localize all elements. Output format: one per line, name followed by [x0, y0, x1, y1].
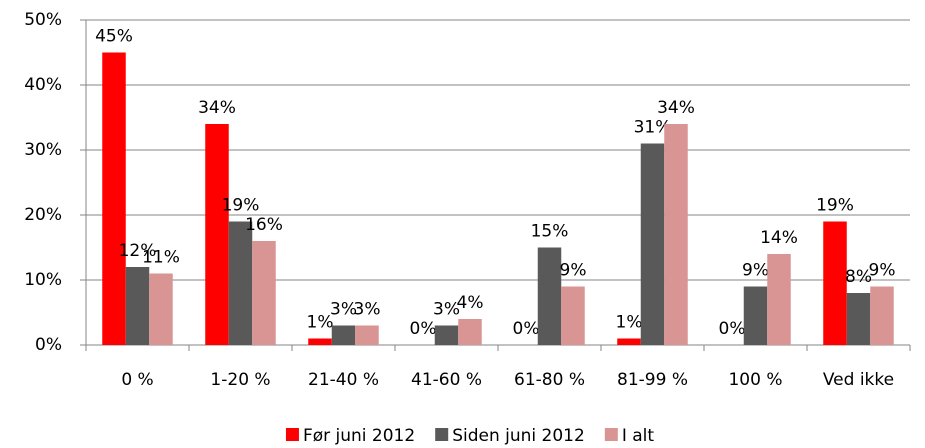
x-tick-label: 81-99 % [617, 370, 688, 390]
bar [640, 143, 665, 345]
bar [458, 319, 482, 345]
bar [664, 124, 688, 345]
value-label: 9% [742, 261, 769, 281]
x-tick-label: 61-80 % [514, 370, 585, 390]
bar [617, 338, 641, 345]
bar [252, 241, 276, 345]
value-label: 0% [410, 319, 437, 339]
value-label: 15% [531, 222, 569, 242]
value-label: 34% [198, 98, 236, 118]
value-label: 16% [245, 215, 283, 235]
y-tick-label: 40% [24, 75, 62, 95]
value-label: 19% [816, 196, 854, 216]
legend-label: I alt [622, 426, 655, 446]
legend-label: Før juni 2012 [303, 426, 415, 446]
bar [561, 286, 585, 345]
y-tick-label: 10% [24, 270, 62, 290]
value-label: 0% [513, 319, 540, 339]
value-label: 19% [222, 196, 260, 216]
bar [355, 325, 379, 345]
legend-swatch [285, 428, 299, 441]
value-label: 9% [560, 261, 587, 281]
legend-swatch [604, 428, 618, 441]
value-label: 1% [616, 313, 643, 333]
value-label: 11% [142, 248, 180, 268]
value-label: 4% [457, 293, 484, 313]
bar [870, 286, 894, 345]
value-label: 14% [760, 228, 798, 248]
bar [331, 325, 356, 345]
legend-swatch [435, 428, 449, 441]
value-label: 3% [433, 300, 460, 320]
x-tick-label: 1-20 % [210, 370, 270, 390]
value-label: 31% [634, 118, 672, 138]
value-label: 8% [845, 267, 872, 287]
y-tick-label: 20% [24, 205, 62, 225]
x-tick-label: 0 % [121, 370, 153, 390]
y-tick-label: 50% [24, 10, 62, 30]
value-label: 3% [330, 300, 357, 320]
x-tick-label: Ved ikke [823, 370, 894, 390]
bar [228, 221, 253, 345]
x-tick-label: 41-60 % [411, 370, 482, 390]
bar [434, 325, 459, 345]
bar [125, 267, 150, 345]
x-tick-label: 100 % [728, 370, 782, 390]
bar [102, 52, 126, 345]
value-label: 34% [657, 98, 695, 118]
bar [767, 254, 791, 345]
y-tick-label: 0% [35, 335, 62, 355]
value-label: 1% [307, 313, 334, 333]
value-label: 45% [95, 27, 133, 47]
value-label: 12% [119, 241, 157, 261]
legend-label: Siden juni 2012 [452, 426, 585, 446]
bar [743, 286, 768, 345]
x-tick-label: 21-40 % [308, 370, 379, 390]
bar [846, 293, 871, 345]
bar [205, 124, 229, 345]
bar [149, 273, 173, 345]
value-label: 9% [869, 261, 896, 281]
value-label: 3% [354, 300, 381, 320]
bar [308, 338, 332, 345]
bar [823, 221, 847, 345]
value-label: 0% [719, 319, 746, 339]
y-tick-label: 30% [24, 140, 62, 160]
bar [537, 247, 562, 345]
